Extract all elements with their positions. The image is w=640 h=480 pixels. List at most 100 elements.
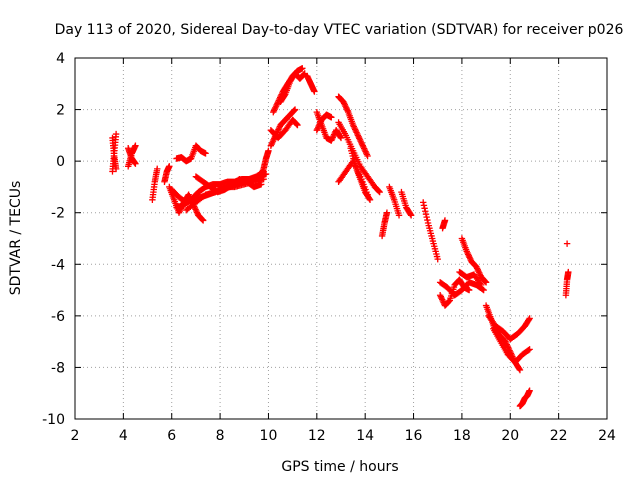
data-point — [395, 212, 403, 219]
data-point — [274, 100, 281, 107]
data-point — [436, 292, 444, 299]
data-point — [376, 188, 383, 196]
data-point — [526, 315, 533, 322]
data-point — [132, 160, 139, 167]
chart-title: Day 113 of 2020, Sidereal Day-to-day VTE… — [55, 22, 624, 38]
data-point — [421, 205, 428, 212]
data-point — [466, 254, 473, 261]
data-point — [407, 212, 415, 219]
data-point — [166, 163, 173, 170]
y-tick-label: -6 — [51, 309, 65, 325]
data-point — [199, 217, 207, 224]
x-tick-label: 14 — [356, 428, 374, 444]
data-point — [340, 98, 347, 106]
data-point — [259, 167, 267, 174]
data-point — [465, 286, 473, 294]
data-point — [291, 107, 298, 114]
data-point — [363, 149, 370, 157]
y-axis-label: SDTVAR / TECUs — [8, 181, 24, 296]
x-tick-label: 16 — [405, 428, 423, 444]
data-point — [352, 127, 360, 135]
data-point — [293, 121, 300, 128]
data-point — [422, 210, 430, 218]
data-point — [445, 298, 452, 306]
data-point — [423, 213, 430, 221]
data-point — [341, 101, 348, 108]
y-tick-label: -8 — [51, 360, 65, 376]
data-point — [328, 135, 336, 143]
data-point — [330, 132, 337, 140]
data-point — [356, 136, 364, 143]
data-point — [364, 152, 371, 160]
data-point — [154, 165, 161, 173]
data-point — [475, 268, 482, 275]
data-point — [525, 346, 532, 354]
data-point — [328, 114, 335, 121]
data-point — [342, 103, 349, 110]
data-point — [257, 171, 265, 178]
x-tick-label: 8 — [216, 428, 225, 444]
y-tick-label: -2 — [51, 206, 65, 222]
y-tick-label: 0 — [56, 154, 65, 170]
data-point — [478, 281, 485, 289]
data-point — [112, 130, 120, 138]
data-point — [337, 134, 345, 142]
data-point — [526, 346, 533, 353]
data-point — [300, 71, 307, 79]
x-axis-label: GPS time / hours — [281, 459, 398, 475]
data-point — [477, 280, 484, 287]
x-tick-labels: 2 4 6 8 10 12 14 16 18 20 22 24 — [71, 428, 616, 444]
data-point — [474, 266, 481, 274]
data-point — [366, 196, 374, 204]
data-point — [445, 297, 453, 305]
data-point — [272, 104, 279, 111]
data-point — [424, 216, 431, 224]
data-point — [202, 150, 209, 157]
data-point — [565, 268, 572, 276]
x-tick-label: 20 — [501, 428, 519, 444]
data-point — [563, 240, 571, 247]
x-tick-label: 10 — [260, 428, 278, 444]
data-point — [271, 106, 278, 113]
data-point — [358, 141, 366, 148]
data-point — [356, 135, 363, 142]
data-point — [360, 143, 367, 151]
x-tick-label: 24 — [598, 428, 616, 444]
data-point — [291, 106, 299, 113]
data-point — [315, 122, 323, 129]
data-point — [316, 121, 323, 128]
x-tick-label: 22 — [550, 428, 568, 444]
data-point — [193, 209, 201, 216]
data-point — [274, 127, 281, 135]
data-point — [383, 209, 391, 216]
x-tick-label: 4 — [119, 428, 128, 444]
data-point — [275, 126, 282, 133]
data-point — [366, 195, 373, 202]
data-point — [482, 279, 490, 286]
data-point — [340, 100, 348, 107]
data-point — [270, 107, 278, 114]
data-point — [292, 120, 300, 127]
data-point — [439, 297, 447, 305]
data-point — [361, 146, 369, 154]
data-point — [112, 165, 120, 173]
data-point — [258, 170, 265, 177]
data-point — [198, 215, 205, 223]
data-point — [464, 249, 471, 257]
data-point — [351, 126, 359, 133]
data-point — [175, 209, 183, 216]
data-point — [313, 127, 321, 134]
data-point — [475, 269, 483, 276]
data-point — [358, 139, 365, 146]
data-point — [438, 294, 445, 302]
data-point — [434, 255, 441, 263]
data-point — [482, 278, 489, 285]
data-point — [290, 107, 297, 115]
data-point — [315, 124, 322, 131]
data-point — [281, 92, 288, 99]
data-point — [299, 65, 306, 72]
data-point — [328, 137, 335, 144]
data-point — [275, 124, 283, 132]
data-point — [437, 293, 445, 300]
